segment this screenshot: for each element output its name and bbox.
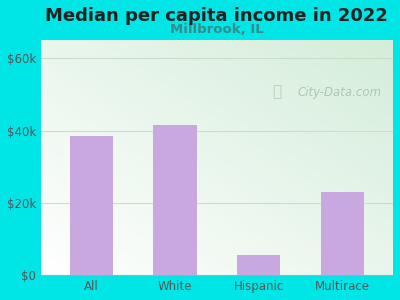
Text: Millbrook, IL: Millbrook, IL — [170, 23, 264, 36]
Bar — [70, 136, 113, 275]
Text: City-Data.com: City-Data.com — [298, 85, 382, 98]
Bar — [153, 125, 197, 275]
Title: Median per capita income in 2022: Median per capita income in 2022 — [46, 7, 388, 25]
Bar — [321, 192, 364, 275]
Text: ⦿: ⦿ — [272, 85, 281, 100]
Bar — [237, 255, 280, 275]
